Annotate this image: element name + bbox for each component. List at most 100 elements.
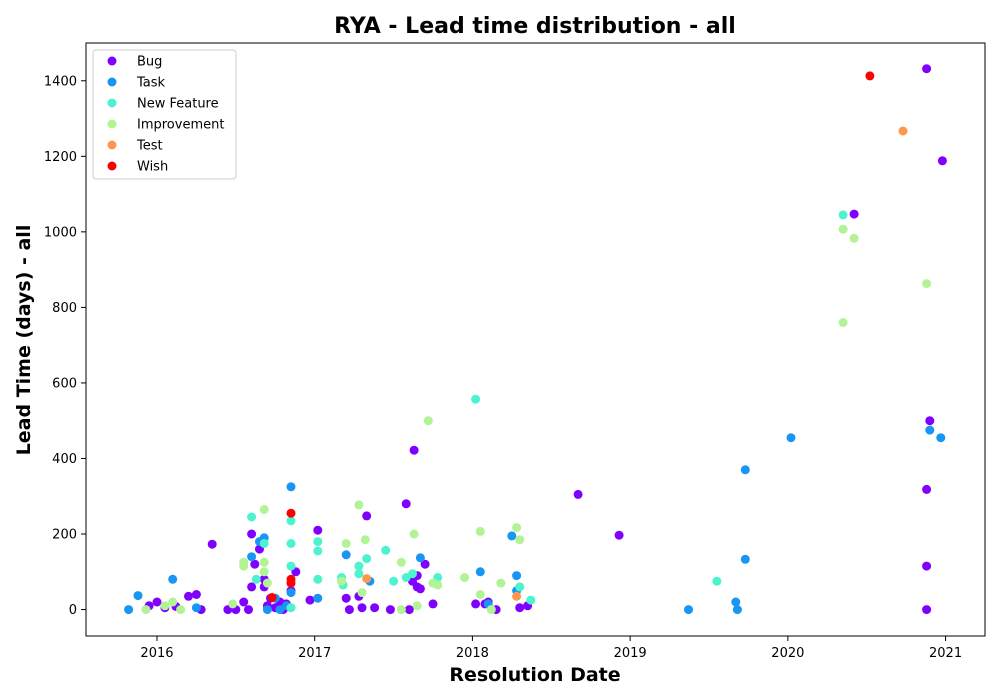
point-bug	[428, 599, 438, 609]
y-tick-label: 0	[69, 603, 77, 618]
point-task	[286, 588, 296, 598]
point-improvement	[259, 557, 269, 567]
point-improvement	[409, 529, 419, 539]
point-bug	[415, 584, 425, 594]
point-bug	[922, 605, 932, 615]
y-axis-ticks: 0 200 400 600 800 1000 1200 1400	[44, 74, 86, 618]
y-tick-label: 400	[52, 452, 77, 467]
point-task	[732, 605, 742, 615]
point-improvement	[475, 526, 485, 536]
legend-marker-wish	[107, 161, 117, 171]
point-improvement	[357, 588, 367, 598]
point-task	[740, 465, 750, 475]
point-task	[286, 482, 296, 492]
point-task	[133, 591, 143, 601]
point-bug	[925, 416, 935, 426]
point-task	[512, 571, 522, 581]
point-improvement	[515, 535, 525, 545]
point-bug	[207, 539, 217, 549]
point-bug	[247, 529, 257, 539]
point-improvement	[239, 561, 249, 571]
point-new-feature	[313, 574, 323, 584]
point-improvement	[922, 279, 932, 289]
legend-marker-task	[107, 77, 117, 87]
point-improvement	[360, 535, 370, 545]
point-task	[507, 531, 517, 541]
legend-marker-bug	[107, 56, 117, 66]
point-bug	[922, 484, 932, 494]
y-axis-label: Lead Time (days) - all	[13, 225, 35, 456]
point-bug	[385, 605, 395, 615]
legend-label-bug: Bug	[137, 55, 162, 70]
point-bug	[573, 489, 583, 499]
chart-title: RYA - Lead time distribution - all	[334, 14, 736, 39]
x-axis-ticks: 2016 2017 2018 2019 2020 2021	[140, 636, 962, 661]
point-new-feature	[286, 561, 296, 571]
data-points	[124, 64, 947, 615]
point-test	[362, 574, 372, 584]
point-improvement	[486, 605, 496, 615]
y-tick-label: 600	[52, 376, 77, 391]
legend-label-wish: Wish	[137, 160, 168, 175]
x-axis-label: Resolution Date	[449, 664, 620, 686]
point-bug	[250, 559, 260, 569]
point-improvement	[354, 500, 364, 510]
point-improvement	[433, 580, 443, 590]
point-new-feature	[313, 537, 323, 547]
point-new-feature	[247, 512, 257, 522]
point-task	[313, 593, 323, 603]
point-bug	[357, 603, 367, 613]
point-bug	[191, 590, 201, 599]
point-improvement	[396, 605, 406, 615]
point-bug	[344, 605, 354, 615]
point-bug	[152, 597, 162, 607]
legend-marker-improvement	[107, 119, 117, 129]
point-bug	[370, 603, 380, 613]
point-improvement	[228, 599, 238, 609]
point-wish	[286, 508, 296, 518]
point-new-feature	[515, 582, 525, 592]
legend-label-task: Task	[136, 76, 166, 91]
point-improvement	[160, 601, 170, 611]
point-new-feature	[286, 516, 296, 526]
point-bug	[922, 561, 932, 571]
point-new-feature	[526, 595, 536, 605]
x-tick-label: 2016	[140, 646, 173, 661]
point-new-feature	[313, 546, 323, 556]
point-bug	[313, 525, 323, 535]
point-improvement	[838, 318, 848, 327]
point-bug	[341, 593, 351, 603]
legend-marker-new-feature	[107, 98, 117, 108]
plot-frame	[85, 42, 986, 637]
point-improvement	[259, 505, 269, 514]
point-task	[341, 550, 351, 560]
point-improvement	[396, 557, 406, 567]
y-tick-label: 1000	[44, 225, 77, 240]
point-task	[247, 552, 257, 562]
point-improvement	[337, 576, 346, 586]
point-task	[415, 553, 425, 563]
point-improvement	[412, 601, 422, 611]
point-task	[936, 433, 946, 443]
point-test	[898, 126, 908, 136]
point-new-feature	[712, 576, 722, 586]
legend-label-new-feature: New Feature	[137, 97, 219, 112]
point-bug	[614, 530, 624, 540]
point-bug	[420, 559, 430, 569]
legend: Bug Task New Feature Improvement Test Wish	[92, 49, 237, 180]
y-tick-label: 1200	[44, 150, 77, 165]
point-new-feature	[286, 603, 296, 613]
point-improvement	[475, 590, 485, 599]
point-improvement	[168, 597, 178, 607]
y-tick-label: 200	[52, 528, 77, 543]
point-new-feature	[471, 394, 481, 404]
point-new-feature	[354, 561, 364, 571]
legend-frame	[92, 49, 237, 180]
point-task	[925, 425, 935, 435]
x-tick-label: 2017	[298, 646, 331, 661]
point-task	[262, 605, 272, 615]
point-bug	[937, 156, 947, 166]
point-improvement	[259, 567, 269, 577]
point-bug	[239, 597, 249, 607]
